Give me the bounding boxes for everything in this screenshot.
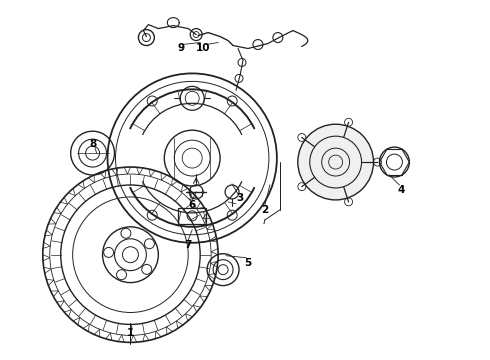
Circle shape	[298, 124, 373, 200]
Text: 6: 6	[189, 200, 196, 210]
Text: 3: 3	[236, 193, 244, 203]
Text: 5: 5	[245, 258, 251, 268]
Text: 2: 2	[261, 205, 269, 215]
Text: 10: 10	[196, 42, 210, 53]
Text: 9: 9	[178, 42, 185, 53]
Text: 7: 7	[185, 240, 192, 250]
Bar	[178, 208, 206, 224]
Text: 4: 4	[398, 185, 405, 195]
Text: 8: 8	[89, 139, 96, 149]
Text: 1: 1	[127, 328, 134, 338]
